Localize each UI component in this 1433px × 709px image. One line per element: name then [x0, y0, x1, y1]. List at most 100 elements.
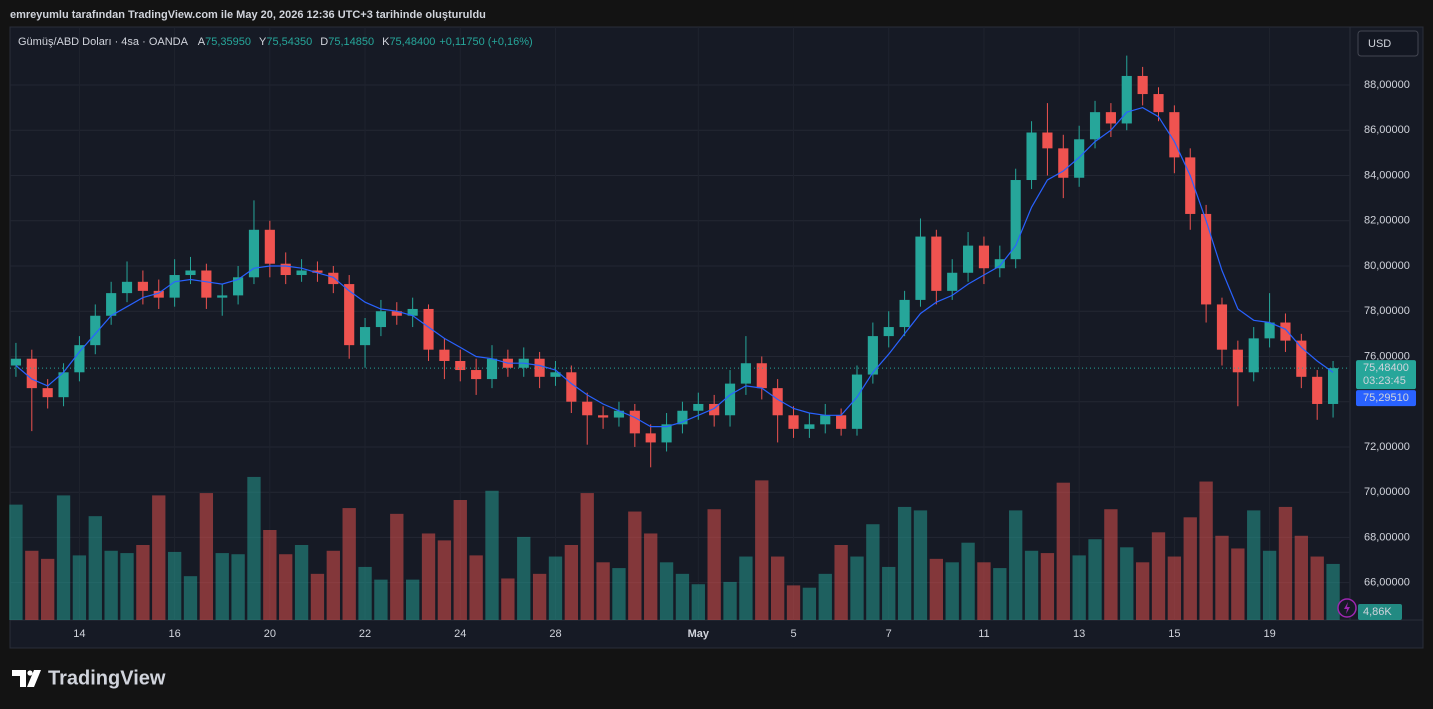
- x-tick-label: 13: [1073, 628, 1085, 640]
- candle-body: [391, 311, 402, 316]
- candle-body: [836, 415, 847, 429]
- candle-body: [661, 424, 672, 443]
- legend-change: +0,11750 (+0,16%): [439, 36, 532, 48]
- last-price-box: [1356, 360, 1416, 390]
- volume-bar: [866, 524, 880, 620]
- volume-bar: [199, 493, 214, 620]
- candle-body: [375, 311, 387, 328]
- legend-key: K: [382, 36, 390, 48]
- candle-body: [185, 270, 196, 276]
- volume-bar: [818, 573, 832, 620]
- volume-bar: [167, 551, 182, 620]
- y-tick-label: 70,00000: [1364, 486, 1410, 498]
- candle-body: [153, 290, 164, 298]
- volume-bar: [1072, 555, 1086, 620]
- candle-body: [264, 229, 275, 264]
- candle-body: [899, 299, 910, 328]
- candle-body: [915, 236, 926, 300]
- volume-bar: [405, 579, 420, 620]
- candle-body: [598, 415, 609, 418]
- candle-body: [1201, 213, 1212, 305]
- volume-last-label: 4,86K: [1363, 606, 1392, 618]
- header: emreyumlu tarafından TradingView.com ile…: [10, 9, 486, 21]
- y-tick-label: 72,00000: [1364, 441, 1410, 453]
- logo: [12, 670, 41, 687]
- volume-bar: [1199, 481, 1213, 620]
- volume-bar: [993, 568, 1007, 620]
- volume-bar: [580, 493, 594, 620]
- volume-bar: [469, 555, 483, 620]
- y-tick-label: 84,00000: [1364, 169, 1410, 181]
- candle-body: [709, 403, 720, 416]
- candle-body: [645, 433, 656, 443]
- x-tick-label: 14: [73, 628, 85, 640]
- candle-body: [1042, 132, 1053, 149]
- volume-bar: [1135, 562, 1150, 620]
- legend-value: 75,35950: [205, 36, 251, 48]
- volume-bar: [897, 506, 912, 620]
- currency[interactable]: USD: [1368, 38, 1391, 50]
- candle-body: [1058, 148, 1069, 178]
- candle-body: [550, 372, 561, 377]
- candle-body: [534, 358, 545, 377]
- volume-bar: [961, 542, 975, 620]
- candle-body: [1327, 368, 1339, 404]
- volume-bar: [72, 555, 87, 620]
- legend-value: 75,48400: [389, 36, 435, 48]
- volume-bar: [929, 558, 944, 620]
- volume-bar: [453, 500, 467, 620]
- ma-last-label: 75,29510: [1363, 392, 1409, 404]
- candle-body: [439, 349, 450, 361]
- labels: 66,0000068,0000070,0000072,0000074,00000…: [73, 79, 1416, 640]
- candle-body: [90, 315, 101, 346]
- volume-bar: [882, 566, 896, 620]
- candle-body: [1216, 304, 1228, 350]
- logo-dot: [27, 670, 33, 676]
- volume-bar: [1151, 532, 1166, 620]
- candle-body: [756, 363, 767, 389]
- candle-body: [1248, 338, 1259, 373]
- volume-bar: [374, 579, 388, 620]
- candle-body: [217, 295, 228, 298]
- candle-body: [1074, 139, 1085, 178]
- candle-body: [312, 270, 323, 273]
- candle-body: [978, 245, 990, 269]
- candle-body: [359, 327, 371, 346]
- candle-body: [962, 245, 974, 273]
- moving-average: [15, 106, 1334, 428]
- volume-bar: [707, 509, 721, 620]
- volume-bar: [723, 581, 737, 620]
- volume-box: [1358, 604, 1402, 620]
- candle-body: [280, 263, 291, 276]
- brand: TradingView: [48, 667, 166, 689]
- volume-bar: [1104, 509, 1118, 620]
- y-tick-label: 82,00000: [1364, 215, 1410, 227]
- candle-body: [486, 358, 498, 380]
- candle-body: [931, 236, 942, 291]
- candle-body: [582, 401, 593, 416]
- legend-value: 75,54350: [266, 36, 312, 48]
- candle-body: [1105, 112, 1116, 124]
- volume-bar: [1262, 550, 1277, 620]
- volume-bar: [691, 584, 705, 620]
- volume-bar: [310, 573, 325, 620]
- candle-body: [1010, 180, 1021, 260]
- candle-body: [42, 388, 53, 398]
- x-tick-label: 22: [359, 628, 371, 640]
- candle-body: [74, 345, 85, 373]
- volume-bar: [913, 510, 928, 620]
- volume-bar: [612, 568, 626, 620]
- volume-bar: [564, 545, 579, 620]
- volume-bar: [56, 495, 71, 620]
- volume-bar: [104, 550, 118, 620]
- candle-body: [1026, 132, 1037, 181]
- volume-bar: [279, 554, 293, 620]
- candle-body: [994, 259, 1005, 269]
- currency-button[interactable]: [1357, 30, 1419, 57]
- volume-bar: [215, 553, 229, 620]
- volume-bar: [247, 476, 261, 620]
- candle-body: [1312, 376, 1323, 404]
- candle-body: [820, 415, 831, 425]
- legend: Gümüş/ABD Doları · 4sa · OANDA A75,35950…: [18, 36, 533, 48]
